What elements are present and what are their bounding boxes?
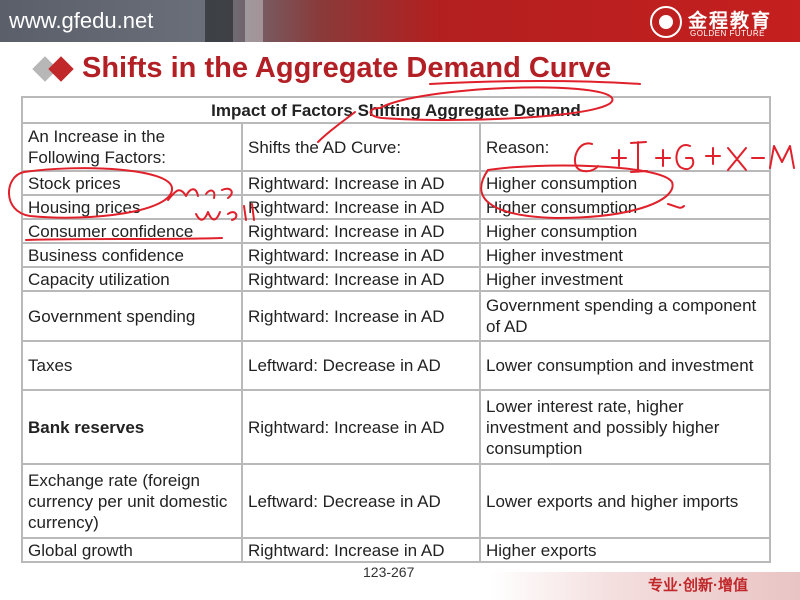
table-row: Exchange rate (foreign currency per unit… [21,463,771,539]
shift-cell: Rightward: Increase in AD [241,537,481,563]
factor-cell: Taxes [21,340,243,391]
reason-cell: Lower consumption and investment [479,340,771,391]
factor-cell: Capacity utilization [21,266,243,292]
factor-cell: Consumer confidence [21,218,243,244]
shift-cell: Rightward: Increase in AD [241,194,481,220]
table-row: Capacity utilization Rightward: Increase… [21,266,771,292]
table-row: Consumer confidence Rightward: Increase … [21,218,771,244]
factor-cell: Business confidence [21,242,243,268]
golden-future-logo: 金程教育 GOLDEN FUTURE [650,6,794,40]
reason-cell: Higher investment [479,266,771,292]
shift-cell: Rightward: Increase in AD [241,242,481,268]
factor-cell: Government spending [21,290,243,342]
top-banner: www.gfedu.net 金程教育 GOLDEN FUTURE [0,0,800,42]
factor-cell: Exchange rate (foreign currency per unit… [21,463,243,539]
shift-cell: Rightward: Increase in AD [241,266,481,292]
footer-slogan: 专业·创新·增值 [648,577,748,594]
shift-cell: Rightward: Increase in AD [241,170,481,196]
shift-cell: Leftward: Decrease in AD [241,463,481,539]
shift-cell: Leftward: Decrease in AD [241,340,481,391]
table-row: Business confidence Rightward: Increase … [21,242,771,268]
footer-strip [490,572,800,600]
shift-cell: Rightward: Increase in AD [241,389,481,465]
reason-cell: Higher consumption [479,194,771,220]
reason-cell: Higher exports [479,537,771,563]
table-header-row: An Increase in the Following Factors: Sh… [21,122,771,172]
diamond-bullet-icon [48,56,74,82]
table-row: Global growth Rightward: Increase in AD … [21,537,771,563]
page-number: 123-267 [363,564,415,580]
site-url: www.gfedu.net [9,8,154,33]
logo-english-text: GOLDEN FUTURE [690,29,765,38]
reason-cell: Higher consumption [479,218,771,244]
shift-cell: Rightward: Increase in AD [241,218,481,244]
table-caption-row: Impact of Factors Shifting Aggregate Dem… [21,96,771,124]
logo-chinese-text: 金程教育 [688,11,773,32]
ad-factors-table: Impact of Factors Shifting Aggregate Dem… [21,96,771,563]
factor-cell: Housing prices [21,194,243,220]
table-row: Housing prices Rightward: Increase in AD… [21,194,771,220]
factor-cell: Global growth [21,537,243,563]
table-caption: Impact of Factors Shifting Aggregate Dem… [21,96,771,124]
table-row: Bank reserves Rightward: Increase in AD … [21,389,771,465]
banner-stripe [205,0,233,42]
reason-cell: Higher consumption [479,170,771,196]
shift-cell: Rightward: Increase in AD [241,290,481,342]
reason-cell: Higher investment [479,242,771,268]
column-header: Shifts the AD Curve: [241,122,481,172]
column-header: Reason: [479,122,771,172]
column-header: An Increase in the Following Factors: [21,122,243,172]
reason-cell: Government spending a component of AD [479,290,771,342]
table-row: Taxes Leftward: Decrease in AD Lower con… [21,340,771,391]
factor-cell: Stock prices [21,170,243,196]
banner-stripe [245,0,263,42]
table-row: Stock prices Rightward: Increase in AD H… [21,170,771,196]
logo-seal-icon [650,6,682,38]
factor-cell: Bank reserves [21,389,243,465]
reason-cell: Lower exports and higher imports [479,463,771,539]
table-row: Government spending Rightward: Increase … [21,290,771,342]
slide-title: Shifts in the Aggregate Demand Curve [82,52,612,84]
reason-cell: Lower interest rate, higher investment a… [479,389,771,465]
